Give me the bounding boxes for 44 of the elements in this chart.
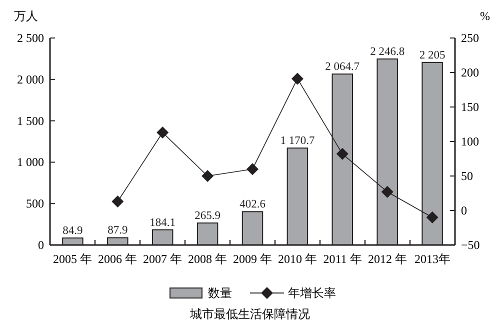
y-tick-label: 1 000 <box>17 155 44 170</box>
data-label: 265.9 <box>194 210 221 222</box>
point <box>246 163 258 176</box>
data-label: 2 205 <box>419 49 446 62</box>
point <box>336 148 348 160</box>
y2-tick-label: 100 <box>461 134 479 148</box>
y2-tick-label: −50 <box>461 238 480 252</box>
y2-tick-label: 0 <box>461 204 467 218</box>
x-tick-label: 2013年 <box>414 252 450 266</box>
point <box>156 126 169 139</box>
y-tick-label: 2 500 <box>17 31 44 45</box>
y-axis-title: 万人 <box>14 9 38 23</box>
data-label: 87.9 <box>108 224 128 237</box>
point <box>112 196 124 208</box>
data-label: 184.1 <box>150 216 176 229</box>
point <box>426 211 438 224</box>
point <box>381 186 394 198</box>
y2-tick-label: 250 <box>461 31 479 45</box>
data-label: 2 246.8 <box>370 46 405 58</box>
x-tick-label: 2011 年 <box>323 252 362 266</box>
y2-axis-title: % <box>480 9 490 23</box>
legend-label: 年增长率 <box>288 286 336 300</box>
y-tick-label: 1 500 <box>17 114 44 128</box>
data-label: 84.9 <box>62 224 84 237</box>
x-tick-label: 2007 年 <box>143 252 182 266</box>
data-label: 1 170.7 <box>280 135 315 148</box>
text: 城市最低生活保障情况 <box>189 307 310 321</box>
point <box>202 170 214 182</box>
y-tick-label: 0 <box>38 238 44 252</box>
y2-tick-label: 50 <box>461 169 473 183</box>
x-tick-label: 2006 年 <box>98 252 137 266</box>
x-tick-label: 2005 年 <box>53 252 92 266</box>
x-tick-label: 2009 年 <box>233 252 272 266</box>
x-tick-label: 2008 年 <box>188 252 227 266</box>
point <box>291 72 304 85</box>
y2-tick-label: 150 <box>461 100 479 114</box>
y2-tick-label: 200 <box>461 66 479 80</box>
y-tick-label: 2 000 <box>17 72 44 86</box>
y-tick-label: 500 <box>26 196 44 211</box>
data-label: 2 064.7 <box>325 61 360 74</box>
x-tick-label: 2012 年 <box>368 252 407 266</box>
x-tick-label: 2010 年 <box>278 252 317 266</box>
legend-label: 数量 <box>208 286 232 300</box>
data-label: 402.6 <box>240 198 266 211</box>
